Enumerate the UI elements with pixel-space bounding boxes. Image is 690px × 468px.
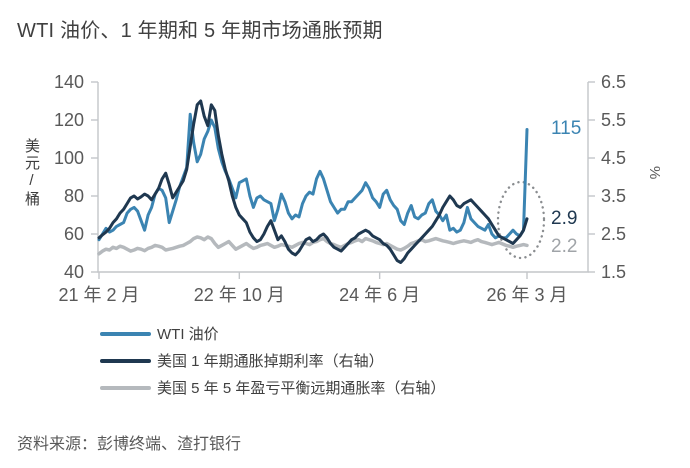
inflation-swap-line-swatch bbox=[100, 358, 151, 363]
source-note: 资料来源：彭博终端、渣打银行 bbox=[17, 436, 242, 453]
legend-label-wti: WTI 油价 bbox=[157, 326, 219, 343]
left-axis-unit-label: 美元/桶 bbox=[23, 138, 40, 208]
right-axis-tick-label: 2.5 bbox=[601, 224, 626, 244]
left-axis-tick-label: 120 bbox=[54, 110, 84, 130]
right-axis-tick-label: 1.5 bbox=[601, 262, 626, 282]
breakeven-line-swatch bbox=[100, 385, 151, 390]
legend: WTI 油价 美国 1 年期通胀掉期利率（右轴） 美国 5 年 5 年盈亏平衡远… bbox=[100, 320, 445, 401]
right-axis-unit-label: % bbox=[646, 166, 663, 180]
legend-item-wti: WTI 油价 bbox=[100, 320, 445, 347]
breakeven-last-value-label: 2.2 bbox=[551, 236, 578, 257]
left-axis-tick-label: 40 bbox=[64, 262, 84, 282]
right-axis-tick-label: 6.5 bbox=[601, 72, 626, 92]
series-line-1 bbox=[97, 99, 529, 264]
x-axis-tick-label: 24 年 6 月 bbox=[339, 285, 420, 305]
wti-last-value-label: 115 bbox=[551, 118, 582, 139]
x-axis-tick-label: 26 年 3 月 bbox=[486, 285, 567, 305]
left-axis-tick-label: 100 bbox=[54, 148, 84, 168]
x-axis-tick-label: 21 年 2 月 bbox=[58, 285, 139, 305]
axis-frame bbox=[97, 82, 589, 273]
left-axis-tick-label: 60 bbox=[64, 224, 84, 244]
spike-highlight-ellipse bbox=[496, 180, 546, 260]
series-line-0 bbox=[97, 112, 529, 242]
x-axis-tick-label: 22 年 10 月 bbox=[194, 285, 285, 305]
left-axis-tick-label: 80 bbox=[64, 186, 84, 206]
legend-label-breakeven: 美国 5 年 5 年盈亏平衡远期通胀率（右轴） bbox=[157, 380, 446, 397]
legend-item-inflation-swap: 美国 1 年期通胀掉期利率（右轴） bbox=[100, 347, 445, 374]
legend-item-breakeven: 美国 5 年 5 年盈亏平衡远期通胀率（右轴） bbox=[100, 374, 445, 401]
legend-label-inflation-swap: 美国 1 年期通胀掉期利率（右轴） bbox=[157, 353, 384, 370]
chart-title: WTI 油价、1 年期和 5 年期市场通胀预期 bbox=[17, 20, 383, 42]
right-axis-tick-label: 5.5 bbox=[601, 110, 626, 130]
right-axis-tick-label: 4.5 bbox=[601, 148, 626, 168]
right-axis-tick-label: 3.5 bbox=[601, 186, 626, 206]
inflation-swap-last-value-label: 2.9 bbox=[551, 208, 578, 229]
wti-line-swatch bbox=[100, 331, 151, 336]
left-axis-tick-label: 140 bbox=[54, 72, 84, 92]
